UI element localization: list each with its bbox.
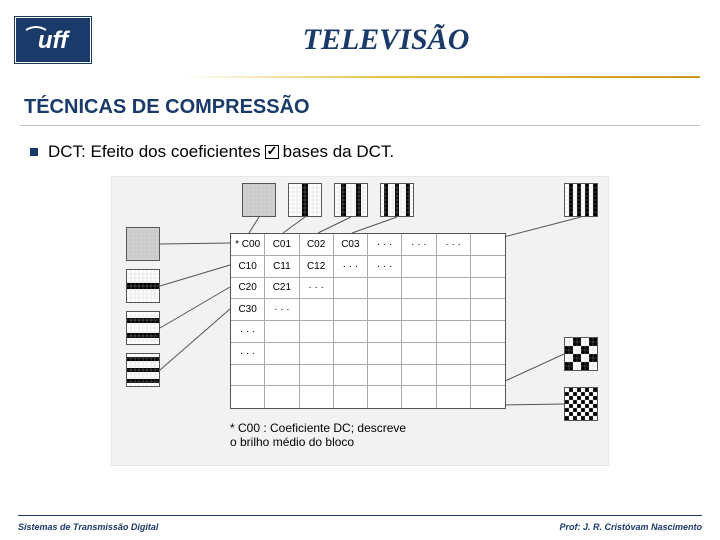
grid-cell bbox=[471, 321, 505, 343]
caption-line1: * C00 : Coeficiente DC; descreve bbox=[230, 421, 406, 435]
grid-cell bbox=[402, 256, 436, 278]
grid-cell: C20 bbox=[231, 278, 265, 300]
grid-cell bbox=[368, 278, 402, 300]
grid-cell bbox=[437, 278, 471, 300]
grid-cell: · · · bbox=[402, 234, 436, 256]
grid-cell bbox=[231, 386, 265, 408]
grid-cell: · · · bbox=[265, 299, 299, 321]
bullet-square-icon bbox=[30, 148, 38, 156]
grid-cell bbox=[471, 299, 505, 321]
grid-cell bbox=[300, 365, 334, 387]
footer-right-text: Prof: J. R. Cristóvam Nascimento bbox=[559, 522, 702, 532]
section-heading: TÉCNICAS DE COMPRESSÃO bbox=[24, 96, 720, 119]
grid-cell bbox=[402, 365, 436, 387]
footer-divider bbox=[18, 515, 702, 516]
grid-cell bbox=[368, 365, 402, 387]
grid-cell bbox=[368, 299, 402, 321]
checkbox-icon bbox=[265, 145, 279, 159]
accent-divider bbox=[180, 76, 700, 78]
uff-logo: uff bbox=[14, 16, 92, 64]
grid-cell bbox=[300, 343, 334, 365]
slide-header: uff TELEVISÃO bbox=[0, 0, 720, 72]
grid-cell bbox=[334, 278, 368, 300]
grid-cell bbox=[231, 365, 265, 387]
bullet-text-pre: DCT: Efeito dos coeficientes bbox=[48, 142, 261, 162]
grid-cell bbox=[402, 343, 436, 365]
grid-cell bbox=[437, 343, 471, 365]
basis-tile-check4 bbox=[564, 337, 598, 371]
dct-diagram: * C00C01C02C03· · ·· · ·· · ·C10C11C12· … bbox=[111, 176, 609, 466]
grid-cell: · · · bbox=[231, 321, 265, 343]
slide-title: TELEVISÃO bbox=[92, 23, 720, 57]
logo-text: uff bbox=[38, 27, 70, 54]
grid-cell bbox=[471, 343, 505, 365]
grid-cell bbox=[334, 321, 368, 343]
grid-cell bbox=[471, 278, 505, 300]
grid-cell bbox=[368, 343, 402, 365]
caption-line2: o brilho médio do bloco bbox=[230, 435, 406, 449]
grid-cell bbox=[334, 386, 368, 408]
grid-cell: · · · bbox=[368, 256, 402, 278]
grid-cell bbox=[334, 365, 368, 387]
grid-cell bbox=[300, 386, 334, 408]
grid-cell bbox=[437, 365, 471, 387]
bullet-text-post: bases da DCT. bbox=[283, 142, 395, 162]
grid-cell: C03 bbox=[334, 234, 368, 256]
grid-cell bbox=[334, 299, 368, 321]
grid-cell: · · · bbox=[334, 256, 368, 278]
grid-cell bbox=[265, 321, 299, 343]
footer-left-text: Sistemas de Transmissão Digital bbox=[18, 522, 158, 532]
basis-tile-flat bbox=[126, 227, 160, 261]
grid-cell: C02 bbox=[300, 234, 334, 256]
grid-cell bbox=[471, 365, 505, 387]
coefficient-grid: * C00C01C02C03· · ·· · ·· · ·C10C11C12· … bbox=[230, 233, 506, 409]
grid-cell bbox=[265, 386, 299, 408]
basis-tile-flat bbox=[242, 183, 276, 217]
grid-cell bbox=[437, 299, 471, 321]
grid-cell bbox=[437, 256, 471, 278]
thin-divider bbox=[20, 125, 700, 126]
grid-cell: * C00 bbox=[231, 234, 265, 256]
grid-cell bbox=[334, 343, 368, 365]
grid-cell: C01 bbox=[265, 234, 299, 256]
grid-cell bbox=[402, 299, 436, 321]
grid-cell bbox=[471, 256, 505, 278]
grid-cell: C11 bbox=[265, 256, 299, 278]
grid-cell bbox=[471, 234, 505, 256]
grid-cell bbox=[368, 321, 402, 343]
basis-tile-check8 bbox=[564, 387, 598, 421]
grid-cell bbox=[300, 321, 334, 343]
grid-cell: C12 bbox=[300, 256, 334, 278]
grid-cell bbox=[402, 386, 436, 408]
basis-tile-h3 bbox=[126, 353, 160, 387]
grid-cell bbox=[300, 299, 334, 321]
diagram-caption: * C00 : Coeficiente DC; descreve o brilh… bbox=[230, 421, 406, 449]
grid-cell bbox=[402, 321, 436, 343]
basis-tile-h1 bbox=[126, 269, 160, 303]
grid-cell: C30 bbox=[231, 299, 265, 321]
grid-cell bbox=[368, 386, 402, 408]
basis-tile-v2 bbox=[334, 183, 368, 217]
grid-cell: C21 bbox=[265, 278, 299, 300]
bullet-line: DCT: Efeito dos coeficientes bases da DC… bbox=[30, 142, 720, 162]
grid-cell: · · · bbox=[437, 234, 471, 256]
grid-cell: · · · bbox=[300, 278, 334, 300]
grid-cell bbox=[265, 343, 299, 365]
grid-cell bbox=[265, 365, 299, 387]
grid-cell bbox=[402, 278, 436, 300]
basis-tile-v7 bbox=[564, 183, 598, 217]
grid-cell: · · · bbox=[231, 343, 265, 365]
basis-tile-v3 bbox=[380, 183, 414, 217]
grid-cell bbox=[471, 386, 505, 408]
grid-cell: · · · bbox=[368, 234, 402, 256]
basis-tile-h2 bbox=[126, 311, 160, 345]
grid-cell: C10 bbox=[231, 256, 265, 278]
basis-tile-v1 bbox=[288, 183, 322, 217]
grid-cell bbox=[437, 386, 471, 408]
grid-cell bbox=[437, 321, 471, 343]
